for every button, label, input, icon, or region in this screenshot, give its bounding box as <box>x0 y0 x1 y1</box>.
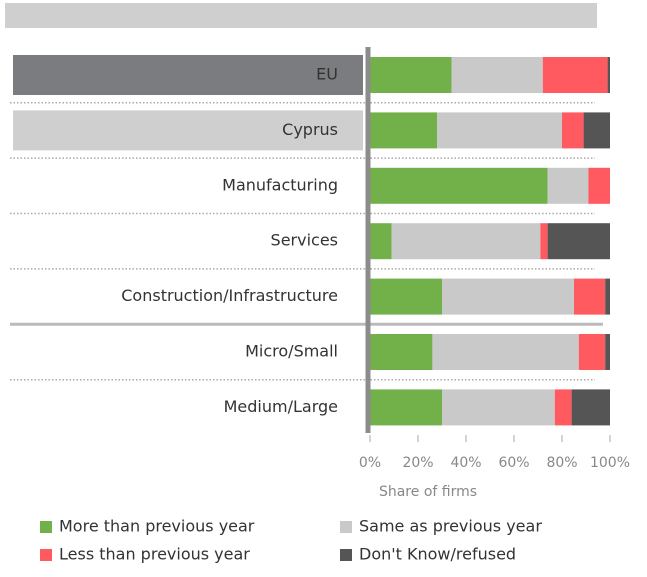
bar-segment <box>605 278 610 315</box>
bar-segment <box>370 57 452 93</box>
bar-segment <box>442 278 574 315</box>
category-label: Cyprus <box>282 120 338 139</box>
bar-segment <box>432 334 579 370</box>
x-tick-label: 20% <box>402 455 433 471</box>
legend-label: Less than previous year <box>59 545 250 564</box>
x-tick-label: 100% <box>590 455 630 471</box>
legend-label: More than previous year <box>59 517 255 536</box>
bar-segment <box>547 167 589 204</box>
bar-segment <box>554 389 572 426</box>
bar-segment <box>391 223 541 260</box>
bar-segment <box>578 334 606 370</box>
bar-segment <box>583 112 610 149</box>
category-label: Services <box>271 231 338 250</box>
bar-segment <box>571 389 610 426</box>
legend-swatch <box>40 549 52 561</box>
bar-segment <box>607 57 610 93</box>
bar-segment <box>588 167 610 204</box>
x-tick-label: 80% <box>546 455 577 471</box>
label-background <box>13 55 363 95</box>
bar-segment <box>370 223 392 260</box>
bar-segment <box>370 389 442 426</box>
bar-segment <box>442 389 555 426</box>
bar-segment <box>370 278 442 315</box>
category-label: Micro/Small <box>245 342 338 361</box>
bar-segment <box>370 334 433 370</box>
legend-label: Don't Know/refused <box>359 545 516 564</box>
x-tick-label: 60% <box>498 455 529 471</box>
bar-segment <box>437 112 562 149</box>
bar-segment <box>547 223 610 260</box>
bar-segment <box>370 112 438 149</box>
x-tick-label: 0% <box>359 455 381 471</box>
bar-segment <box>542 57 608 93</box>
category-label: Construction/Infrastructure <box>121 286 338 305</box>
x-axis-label: Share of firms <box>379 484 477 500</box>
legend-label: Same as previous year <box>359 517 542 536</box>
category-label: EU <box>316 65 338 84</box>
bar-segment <box>562 112 584 149</box>
bar-segment <box>451 57 543 93</box>
bar-segment <box>370 167 548 204</box>
legend-swatch <box>40 521 52 533</box>
bar-segment <box>574 278 606 315</box>
category-label: Medium/Large <box>224 397 338 416</box>
bar-segment <box>540 223 548 260</box>
legend-swatch <box>340 549 352 561</box>
category-label: Manufacturing <box>222 175 338 194</box>
title-placeholder <box>5 3 597 28</box>
legend-swatch <box>340 521 352 533</box>
x-tick-label: 40% <box>450 455 481 471</box>
bar-segment <box>605 334 610 370</box>
label-background <box>13 110 363 151</box>
